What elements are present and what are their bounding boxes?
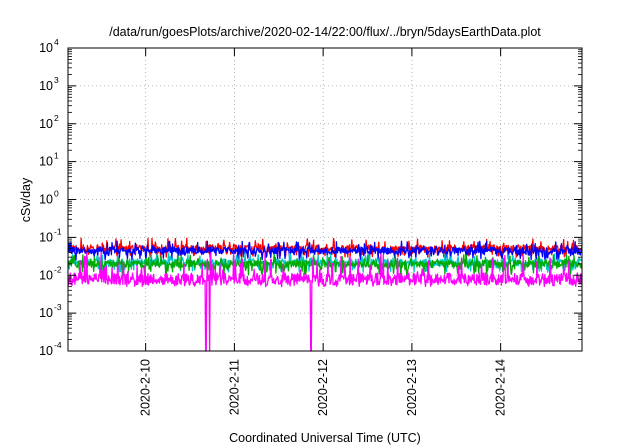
y-tick-base: 10 — [39, 117, 53, 131]
y-tick-base: 10 — [39, 41, 53, 55]
y-tick-base: 10 — [39, 230, 53, 244]
y-tick-exponent: 0 — [54, 189, 59, 199]
series-line-4 — [67, 254, 583, 276]
y-tick-exponent: -1 — [54, 226, 62, 236]
y-tick-label: 10 -2 — [39, 264, 62, 282]
y-tick-base: 10 — [39, 79, 53, 93]
y-tick-label: 10 0 — [39, 189, 59, 207]
y-tick-exponent: -4 — [54, 340, 62, 350]
y-tick-label: 10 3 — [39, 75, 59, 93]
y-tick-label: 10 -4 — [39, 340, 62, 358]
y-tick-base: 10 — [39, 344, 53, 358]
x-tick-label: 2020-2-11 — [227, 359, 241, 415]
x-tick-label: 2020-2-14 — [494, 359, 508, 416]
y-tick-base: 10 — [39, 306, 53, 320]
x-tick-label: 2020-2-13 — [405, 359, 419, 416]
y-tick-exponent: 1 — [54, 151, 59, 161]
y-tick-label: 10 4 — [39, 37, 59, 55]
y-tick-label: 10 1 — [39, 151, 59, 169]
y-tick-label: 10 2 — [39, 113, 59, 131]
chart-title: /data/run/goesPlots/archive/2020-02-14/2… — [109, 25, 541, 39]
series-lines — [67, 237, 583, 352]
x-tick-label: 2020-2-12 — [316, 359, 330, 416]
grid-lines — [68, 48, 582, 351]
y-tick-base: 10 — [39, 155, 53, 169]
y-tick-base: 10 — [39, 268, 53, 282]
y-tick-exponent: 4 — [54, 37, 59, 47]
y-tick-exponent: -3 — [54, 302, 62, 312]
y-tick-label: 10 -1 — [39, 226, 62, 244]
y-axis-label: cSv/day — [19, 177, 33, 222]
y-tick-base: 10 — [39, 193, 53, 207]
series-line-2 — [67, 240, 583, 261]
y-tick-label: 10 -3 — [39, 302, 62, 320]
x-axis-label: Coordinated Universal Time (UTC) — [229, 431, 421, 445]
y-tick-exponent: 3 — [54, 75, 59, 85]
y-tick-exponent: 2 — [54, 113, 59, 123]
series-line-5 — [67, 252, 583, 352]
x-tick-label: 2020-2-10 — [139, 359, 153, 416]
y-tick-exponent: -2 — [54, 264, 62, 274]
